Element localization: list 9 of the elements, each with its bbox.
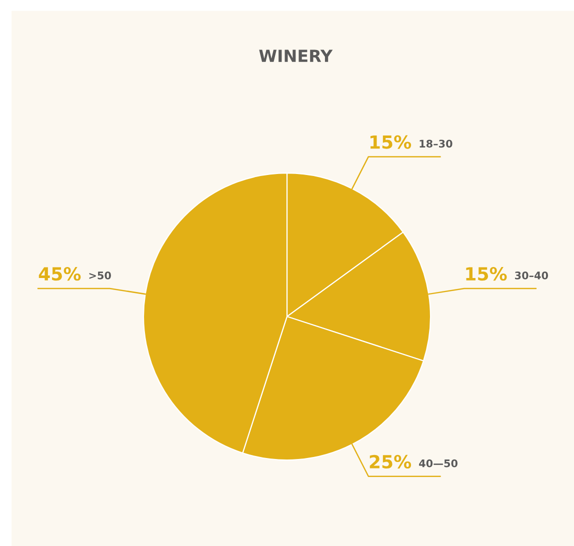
data-label: 45% (38, 267, 81, 281)
slice-label: 30–40 (515, 271, 548, 280)
data-label: 25% (370, 454, 412, 469)
data-label: 15% (370, 135, 412, 149)
slice-label: >50 (89, 271, 111, 280)
slice-label: 18–30 (420, 140, 452, 148)
chart-title: WINERY (259, 50, 333, 62)
slice-label: 40—50 (419, 459, 458, 468)
data-label: 15% (466, 267, 507, 281)
